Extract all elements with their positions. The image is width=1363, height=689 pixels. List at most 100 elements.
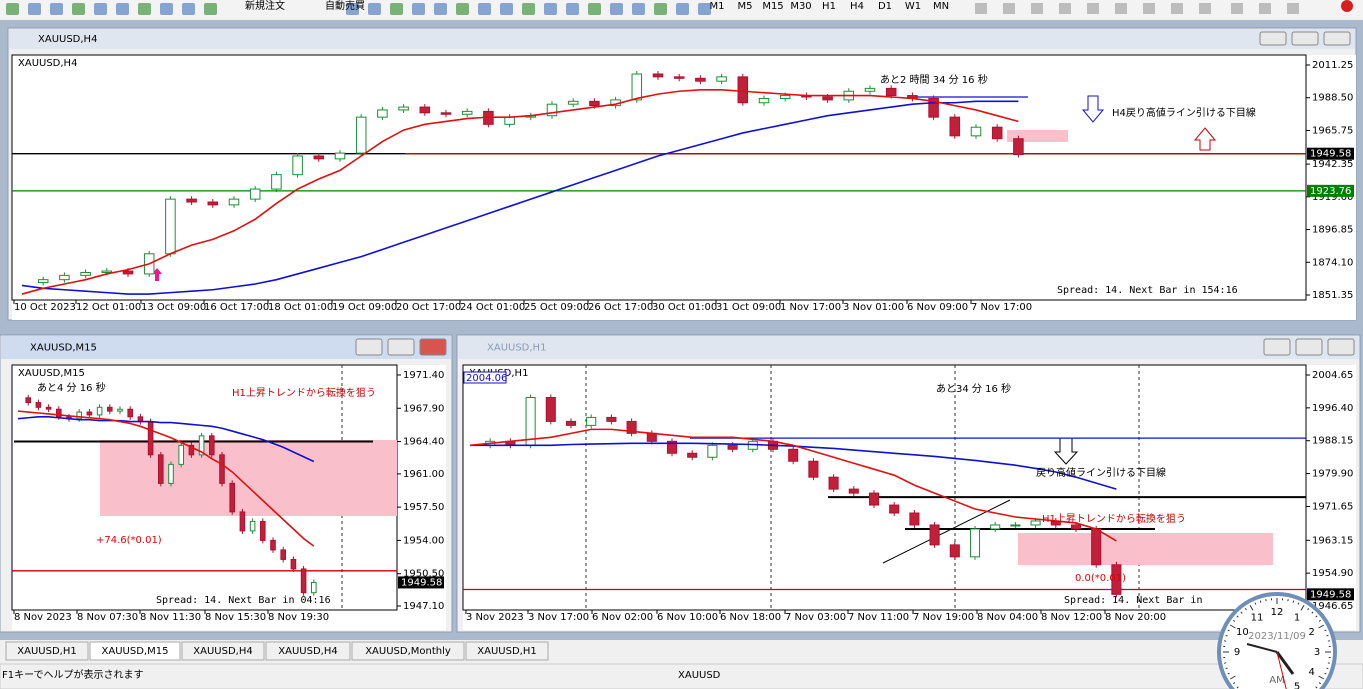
candle-body: [249, 188, 261, 200]
toolbar-icon[interactable]: [72, 3, 85, 15]
window-title-bar: [458, 336, 1359, 359]
toolbar-icon[interactable]: [698, 3, 711, 15]
toolbar-icon[interactable]: [434, 3, 447, 15]
candle-body: [86, 411, 93, 416]
tab-label[interactable]: XAUUSD,Monthly: [365, 646, 451, 657]
price-tag-label: 1949.58: [401, 577, 442, 588]
tab-label[interactable]: XAUUSD,M15: [102, 646, 169, 657]
toolbar-icon[interactable]: [50, 3, 63, 15]
tool-icon[interactable]: [1259, 3, 1271, 14]
toolbar-icon[interactable]: [204, 3, 217, 15]
toolbar-icon[interactable]: [478, 3, 491, 15]
timeframe-button[interactable]: M1: [710, 1, 725, 12]
tool-icon[interactable]: [1199, 3, 1211, 14]
window-button[interactable]: [387, 338, 415, 356]
candle-body: [928, 97, 939, 118]
tool-icon[interactable]: [1003, 3, 1015, 14]
toolbar-icon[interactable]: [412, 3, 425, 15]
tool-icon[interactable]: [1059, 3, 1071, 14]
candle-body: [228, 198, 240, 206]
zone: [100, 440, 397, 516]
tab[interactable]: [265, 641, 351, 661]
tool-icon[interactable]: [1231, 3, 1243, 14]
toolbar-icon[interactable]: [544, 3, 557, 15]
window-button[interactable]: [1295, 338, 1323, 356]
price-tick-label: 1896.85: [1312, 225, 1353, 236]
tool-icon[interactable]: [1143, 3, 1155, 14]
auto-trade-button[interactable]: 自動売買: [325, 0, 365, 12]
toolbar-icon[interactable]: [610, 3, 623, 15]
candle-body: [96, 406, 103, 416]
clock-numeral: 9: [1234, 647, 1240, 658]
window-button[interactable]: [355, 338, 383, 356]
clock-date: 2023/11/09: [1248, 631, 1306, 642]
tab[interactable]: [351, 641, 465, 661]
toolbar-icon[interactable]: [632, 3, 645, 15]
window-button[interactable]: [419, 338, 447, 356]
price-tick-label: 1971.40: [403, 370, 444, 381]
timeframe-button[interactable]: M5: [738, 1, 753, 12]
tool-icon[interactable]: [1171, 3, 1183, 14]
toolbar-icon[interactable]: [566, 3, 579, 15]
toolbar-icon[interactable]: [654, 3, 667, 15]
annotation: あと4 分 16 秒: [37, 381, 106, 394]
timeframe-button[interactable]: D1: [878, 1, 892, 12]
tool-icon[interactable]: [975, 3, 987, 14]
price-tick-label: 2004.65: [1312, 370, 1353, 381]
toolbar-icon[interactable]: [368, 3, 381, 15]
tool-icon[interactable]: [1031, 3, 1043, 14]
tab[interactable]: [465, 641, 549, 661]
tab-label[interactable]: XAUUSD,H1: [477, 646, 536, 657]
tab[interactable]: [89, 641, 181, 661]
status-symbol: XAUUSD: [678, 670, 721, 681]
candle-body: [419, 106, 431, 114]
order-button[interactable]: 新規注文: [245, 0, 285, 12]
tab[interactable]: [5, 641, 89, 661]
clock-tick: [1315, 615, 1318, 618]
window-button[interactable]: [1323, 31, 1351, 46]
clock-tick: [1240, 611, 1243, 614]
toolbar-icon[interactable]: [182, 3, 195, 15]
timeframe-button[interactable]: H4: [850, 1, 864, 12]
toolbar-icon[interactable]: [456, 3, 469, 15]
candle-body: [35, 402, 42, 408]
window-title: XAUUSD,H4: [38, 34, 97, 45]
toolbar-icon[interactable]: [522, 3, 535, 15]
toolbar-icon[interactable]: [500, 3, 513, 15]
toolbar-icon[interactable]: [94, 3, 107, 15]
tab-label[interactable]: XAUUSD,H4: [278, 646, 337, 657]
time-label: 6 Nov 18:00: [720, 612, 781, 623]
tab-label[interactable]: XAUUSD,H1: [17, 646, 76, 657]
toolbar-icon[interactable]: [6, 3, 19, 15]
timeframe-button[interactable]: W1: [905, 1, 921, 12]
toolbar-icon[interactable]: [346, 3, 359, 15]
tool-icon[interactable]: [1287, 3, 1299, 14]
tab-label[interactable]: XAUUSD,H4: [193, 646, 252, 657]
timeframe-button[interactable]: H1: [822, 1, 836, 12]
timeframe-button[interactable]: M30: [790, 1, 811, 12]
toolbar-icon[interactable]: [28, 3, 41, 15]
annotation: H4戻り高値ライン引ける下目線: [1112, 106, 1256, 119]
time-label: 18 Oct 01:00: [268, 302, 333, 313]
annotation: Spread: 14. Next Bar in: [1064, 595, 1202, 606]
notification[interactable]: [1341, 0, 1353, 12]
toolbar-icon[interactable]: [116, 3, 129, 15]
timeframe-button[interactable]: M15: [762, 1, 783, 12]
window-button[interactable]: [1291, 31, 1319, 46]
price-tick-label: 1965.75: [1312, 125, 1353, 136]
tool-icon[interactable]: [1115, 3, 1127, 14]
toolbar-icon[interactable]: [160, 3, 173, 15]
toolbar-icon[interactable]: [676, 3, 689, 15]
timeframe-button[interactable]: MN: [933, 1, 949, 12]
clock-numeral: 2: [1308, 627, 1314, 638]
window-title: XAUUSD,H1: [487, 343, 546, 354]
window-button[interactable]: [1259, 31, 1287, 46]
window-button[interactable]: [1327, 338, 1355, 356]
toolbar-icon[interactable]: [588, 3, 601, 15]
toolbar-icon[interactable]: [138, 3, 151, 15]
tool-icon[interactable]: [1087, 3, 1099, 14]
clock-face: [1217, 592, 1337, 689]
toolbar-icon[interactable]: [390, 3, 403, 15]
tab[interactable]: [181, 641, 265, 661]
window-button[interactable]: [1263, 338, 1291, 356]
